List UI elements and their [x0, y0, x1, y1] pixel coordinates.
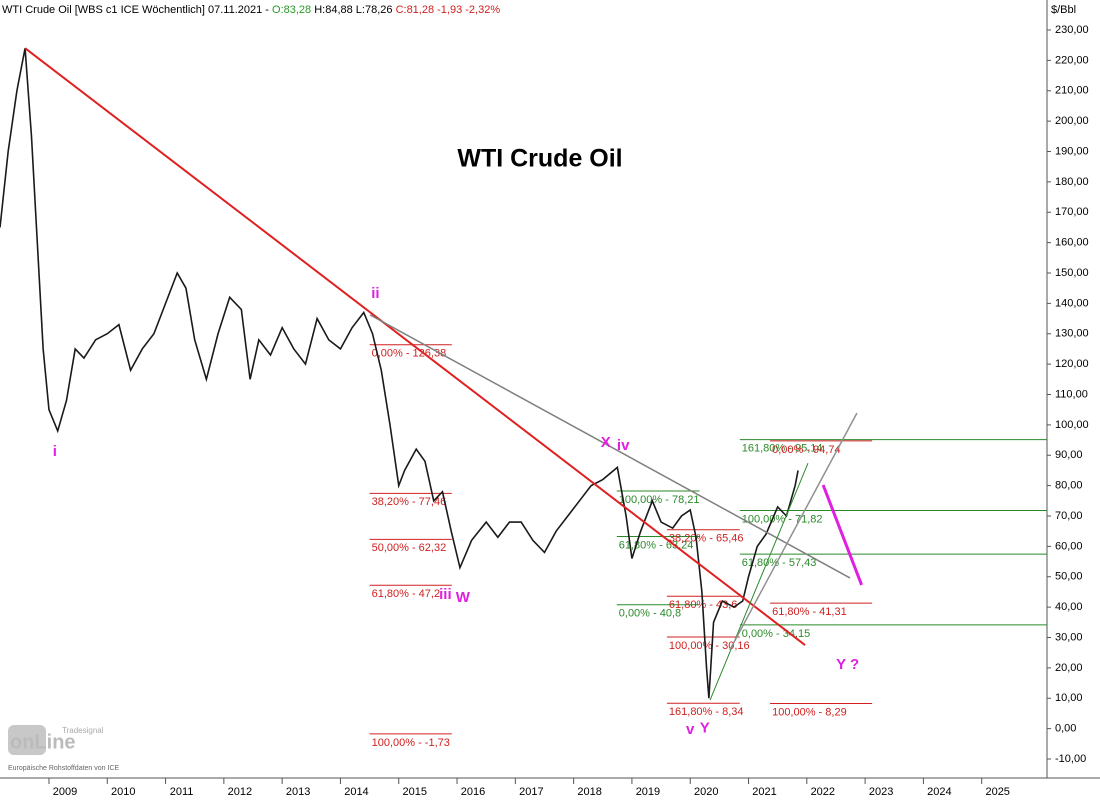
y-tick-label: 100,00 [1055, 419, 1089, 431]
y-tick-label: 160,00 [1055, 237, 1089, 249]
fib-label: 38,20% - 65,46 [669, 533, 744, 545]
x-tick-label: 2023 [869, 786, 893, 798]
x-tick-label: 2019 [636, 786, 660, 798]
y-tick-label: 200,00 [1055, 115, 1089, 127]
y-tick-label: 230,00 [1055, 24, 1089, 36]
data-source: Europäische Rohstoffdaten von ICE [8, 765, 119, 772]
chart-title: WTI Crude Oil [457, 145, 622, 173]
y-tick-label: 220,00 [1055, 54, 1089, 66]
fib-label: 50,00% - 62,32 [372, 542, 447, 554]
fib-label: 100,00% - -1,73 [372, 737, 450, 749]
y-tick-label: 70,00 [1055, 510, 1083, 522]
fib-label: 100,00% - 30,16 [669, 640, 750, 652]
logo-name: onLine [10, 731, 76, 753]
fib-label: 38,20% - 77,46 [372, 496, 447, 508]
x-tick-label: 2014 [344, 786, 368, 798]
fib-label: 100,00% - 78,21 [619, 494, 700, 506]
y-tick-label: 0,00 [1055, 723, 1076, 735]
y-tick-label: 40,00 [1055, 601, 1083, 613]
trend-line [729, 412, 858, 651]
fib-label: 100,00% - 8,29 [772, 706, 847, 718]
x-tick-label: 2016 [461, 786, 485, 798]
fib-label: 61,80% - 57,43 [742, 557, 817, 569]
x-tick-label: 2020 [694, 786, 718, 798]
y-tick-label: 20,00 [1055, 662, 1083, 674]
price-line [0, 48, 799, 699]
trend-line [24, 47, 806, 646]
y-tick-label: 120,00 [1055, 358, 1089, 370]
header-part: WTI Crude Oil [WBS c1 ICE Wöchentlich] 0… [2, 4, 272, 16]
logo-box [8, 725, 46, 755]
fib-label: 161,80% - 8,34 [669, 706, 744, 718]
wave-label: Y ? [836, 656, 859, 673]
y-tick-label: 150,00 [1055, 267, 1089, 279]
unit-label: $/Bbl [1051, 4, 1076, 16]
y-tick-label: 60,00 [1055, 540, 1083, 552]
y-tick-label: 50,00 [1055, 571, 1083, 583]
x-tick-label: 2017 [519, 786, 543, 798]
fib-label: 0,00% - 94,74 [772, 444, 841, 456]
y-tick-label: 130,00 [1055, 328, 1089, 340]
y-tick-label: 210,00 [1055, 85, 1089, 97]
wave-label: iv [617, 437, 630, 454]
chart-header: WTI Crude Oil [WBS c1 ICE Wöchentlich] 0… [2, 4, 500, 16]
header-part: H:84,88 L:78,26 [311, 4, 395, 16]
x-tick-label: 2022 [811, 786, 835, 798]
x-tick-label: 2013 [286, 786, 310, 798]
fib-label: 0,00% - 40,8 [619, 608, 681, 620]
fib-label: 100,00% - 71,82 [742, 513, 823, 525]
y-tick-label: 170,00 [1055, 206, 1089, 218]
y-tick-label: 10,00 [1055, 692, 1083, 704]
wave-label: iii [439, 586, 452, 603]
y-tick-label: -10,00 [1055, 753, 1086, 765]
header-part: O:83,28 [272, 4, 311, 16]
x-tick-label: 2024 [927, 786, 951, 798]
trend-line [369, 314, 851, 579]
y-tick-label: 90,00 [1055, 449, 1083, 461]
x-tick-label: 2009 [53, 786, 77, 798]
wave-label: W [456, 589, 471, 606]
y-tick-label: 110,00 [1055, 388, 1088, 400]
wave-label: Y [700, 720, 710, 737]
fib-label: 61,80% - 47,2 [372, 588, 441, 600]
x-tick-label: 2018 [577, 786, 601, 798]
x-tick-label: 2015 [403, 786, 427, 798]
fib-label: 0,00% - 126,38 [372, 348, 447, 360]
trend-line [709, 462, 809, 701]
x-tick-label: 2012 [228, 786, 252, 798]
y-tick-label: 30,00 [1055, 631, 1083, 643]
wave-label: ii [371, 285, 379, 302]
wave-label: v [686, 721, 695, 738]
y-tick-label: 140,00 [1055, 297, 1089, 309]
wave-label: X [601, 434, 611, 451]
wave-label: i [53, 443, 57, 460]
trend-line [821, 484, 864, 586]
y-tick-label: 190,00 [1055, 145, 1089, 157]
fib-label: 161,80% - 95,14 [742, 443, 823, 455]
y-tick-label: 80,00 [1055, 480, 1083, 492]
fib-label: 0,00% - 34,15 [742, 628, 811, 640]
x-tick-label: 2021 [752, 786, 776, 798]
fib-label: 61,80% - 41,31 [772, 606, 847, 618]
x-tick-label: 2011 [170, 786, 194, 798]
x-tick-label: 2025 [985, 786, 1009, 798]
logo-brand: Tradesignal [62, 726, 104, 735]
x-tick-label: 2010 [111, 786, 135, 798]
y-tick-label: 180,00 [1055, 176, 1089, 188]
header-part: C:81,28 -1,93 -2,32% [396, 4, 501, 16]
